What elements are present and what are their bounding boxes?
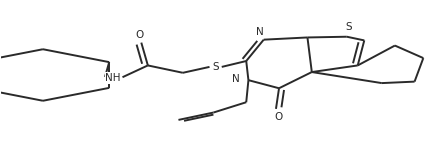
Text: N: N: [257, 27, 264, 37]
Text: NH: NH: [105, 73, 121, 83]
Text: N: N: [232, 74, 240, 84]
Text: O: O: [135, 30, 143, 39]
Text: O: O: [274, 112, 282, 122]
Text: S: S: [346, 22, 352, 32]
Text: S: S: [213, 62, 219, 72]
